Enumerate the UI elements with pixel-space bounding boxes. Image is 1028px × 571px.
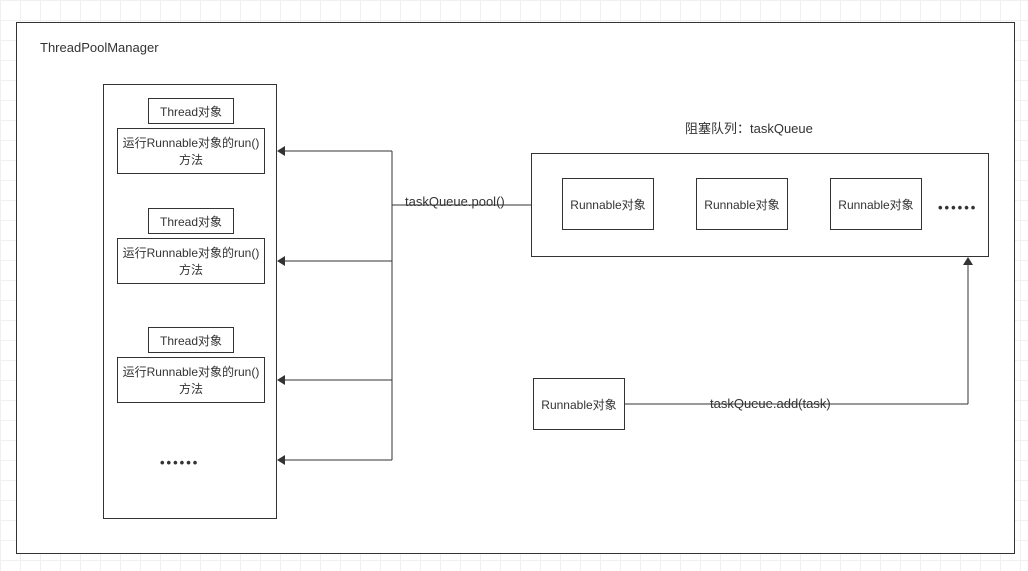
- thread-object-0-title: Thread对象: [148, 98, 234, 124]
- queue-title: 阻塞队列：taskQueue: [685, 118, 813, 137]
- thread-object-2-title: Thread对象: [148, 327, 234, 353]
- queue-ellipsis: ••••••: [938, 200, 977, 215]
- thread-ellipsis: ••••••: [160, 455, 199, 470]
- queue-item-1: Runnable对象: [696, 178, 788, 230]
- thread-object-0-run: 运行Runnable对象的run()方法: [117, 128, 265, 174]
- queue-item-2: Runnable对象: [830, 178, 922, 230]
- pool-call-label: taskQueue.pool(): [405, 194, 505, 209]
- queue-item-0: Runnable对象: [562, 178, 654, 230]
- threadpoolmanager-title: ThreadPoolManager: [40, 40, 159, 55]
- add-call-label: taskQueue.add(task): [710, 396, 831, 411]
- thread-object-2-run: 运行Runnable对象的run()方法: [117, 357, 265, 403]
- thread-object-1-run: 运行Runnable对象的run()方法: [117, 238, 265, 284]
- diagram-canvas: ThreadPoolManager Thread对象 运行Runnable对象的…: [0, 0, 1028, 571]
- task-runnable-box: Runnable对象: [533, 378, 625, 430]
- thread-object-1-title: Thread对象: [148, 208, 234, 234]
